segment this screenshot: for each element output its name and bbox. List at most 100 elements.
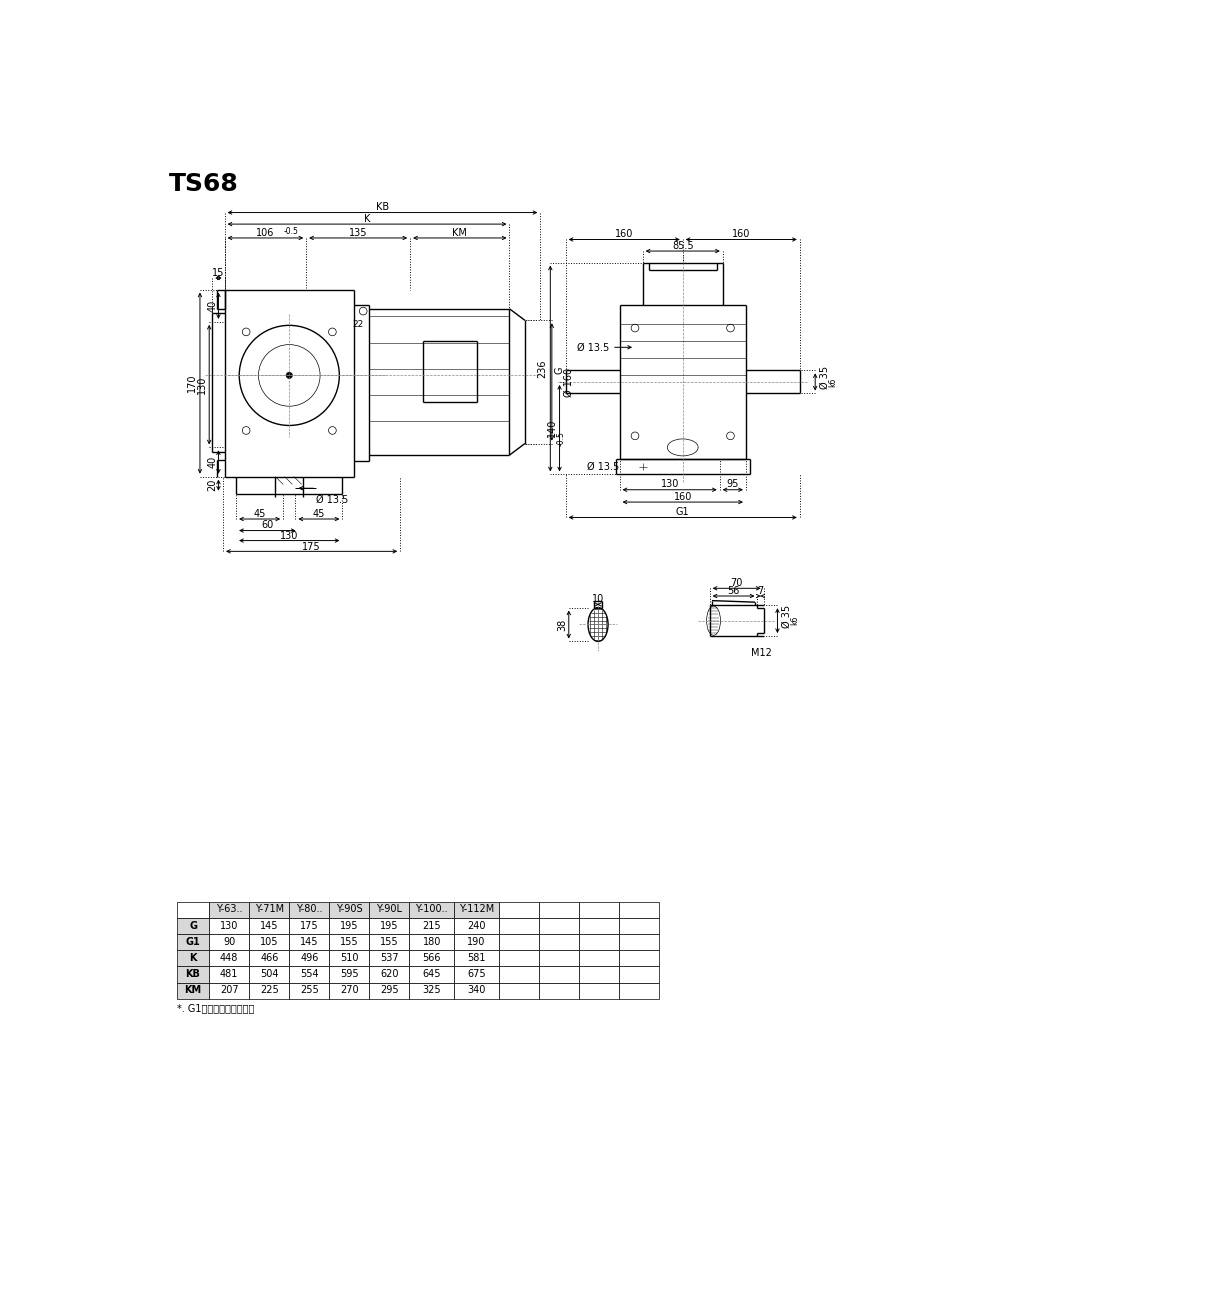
Text: 145: 145	[259, 921, 279, 930]
Text: KM: KM	[452, 228, 468, 239]
Text: Y-63..: Y-63..	[216, 904, 242, 915]
Text: 155: 155	[340, 937, 358, 947]
Text: KB: KB	[185, 969, 201, 979]
Bar	[619, 934, 659, 951]
Text: 295: 295	[380, 986, 398, 996]
Bar	[329, 902, 369, 918]
Bar	[619, 918, 659, 934]
Text: Ø 13.5: Ø 13.5	[587, 462, 619, 472]
Text: 140: 140	[547, 419, 557, 437]
Bar	[289, 902, 329, 918]
Text: G: G	[189, 921, 197, 930]
Bar	[619, 966, 659, 983]
Bar	[454, 983, 498, 998]
Bar	[579, 918, 619, 934]
Bar	[619, 951, 659, 966]
Text: 160: 160	[674, 491, 692, 502]
Text: 135: 135	[348, 228, 368, 239]
Text: 581: 581	[468, 953, 486, 962]
Bar	[454, 918, 498, 934]
Text: Ø 13.5: Ø 13.5	[315, 495, 348, 504]
Text: Ø 35: Ø 35	[820, 366, 829, 388]
Bar	[177, 966, 209, 983]
Bar	[498, 934, 538, 951]
Bar	[329, 983, 369, 998]
Text: 20: 20	[207, 479, 217, 491]
Bar	[409, 966, 454, 983]
Bar	[289, 951, 329, 966]
Text: 255: 255	[300, 986, 319, 996]
Text: Y-100..: Y-100..	[415, 904, 448, 915]
Text: 215: 215	[423, 921, 441, 930]
Bar	[538, 951, 579, 966]
Text: G1: G1	[185, 937, 201, 947]
Bar	[289, 966, 329, 983]
Bar	[250, 951, 289, 966]
Text: 45: 45	[313, 508, 325, 519]
Text: Ø 160: Ø 160	[564, 368, 574, 396]
Bar	[289, 983, 329, 998]
Text: G: G	[554, 366, 565, 374]
Text: Y-80..: Y-80..	[296, 904, 323, 915]
Text: -0.5: -0.5	[557, 431, 565, 446]
Bar	[209, 934, 250, 951]
Bar	[409, 934, 454, 951]
Text: 325: 325	[423, 986, 441, 996]
Bar	[250, 983, 289, 998]
Text: 207: 207	[220, 986, 239, 996]
Text: Y-71M: Y-71M	[255, 904, 284, 915]
Bar	[579, 934, 619, 951]
Bar	[369, 951, 409, 966]
Text: 496: 496	[300, 953, 318, 962]
Bar	[250, 902, 289, 918]
Text: K: K	[189, 953, 197, 962]
Text: 106: 106	[256, 228, 274, 239]
Text: *. G1尺寸规格仅供参考。: *. G1尺寸规格仅供参考。	[177, 1002, 255, 1013]
Text: 10: 10	[592, 595, 604, 604]
Bar	[209, 918, 250, 934]
Bar	[498, 951, 538, 966]
Bar	[498, 966, 538, 983]
Bar	[454, 951, 498, 966]
Text: 566: 566	[423, 953, 441, 962]
Bar	[369, 934, 409, 951]
Text: 481: 481	[220, 969, 239, 979]
Bar	[498, 983, 538, 998]
Text: 170: 170	[188, 374, 197, 392]
Text: 595: 595	[340, 969, 358, 979]
Circle shape	[286, 373, 292, 378]
Bar	[177, 934, 209, 951]
Bar	[538, 966, 579, 983]
Text: 195: 195	[340, 921, 358, 930]
Text: KB: KB	[376, 203, 389, 212]
Bar	[209, 951, 250, 966]
Text: 240: 240	[468, 921, 486, 930]
Bar	[329, 918, 369, 934]
Bar	[329, 966, 369, 983]
Bar	[619, 983, 659, 998]
Text: k6: k6	[790, 615, 800, 626]
Text: 175: 175	[302, 542, 320, 552]
Text: M12: M12	[750, 648, 772, 658]
Text: TS68: TS68	[169, 172, 239, 196]
Text: 195: 195	[380, 921, 398, 930]
Bar	[209, 983, 250, 998]
Bar	[498, 902, 538, 918]
Text: 7: 7	[758, 586, 764, 596]
Bar	[454, 902, 498, 918]
Text: 620: 620	[380, 969, 398, 979]
Text: Ø 35: Ø 35	[782, 605, 792, 628]
Text: 95: 95	[727, 480, 739, 489]
Text: 270: 270	[340, 986, 358, 996]
Text: 554: 554	[300, 969, 319, 979]
Text: 180: 180	[423, 937, 441, 947]
Bar	[409, 902, 454, 918]
Text: 340: 340	[468, 986, 486, 996]
Text: K: K	[364, 214, 370, 223]
Text: 40: 40	[207, 299, 217, 312]
Text: Ø 13.5: Ø 13.5	[576, 342, 609, 352]
Bar	[579, 983, 619, 998]
Text: 537: 537	[380, 953, 398, 962]
Text: 38: 38	[558, 618, 568, 631]
Bar	[454, 966, 498, 983]
